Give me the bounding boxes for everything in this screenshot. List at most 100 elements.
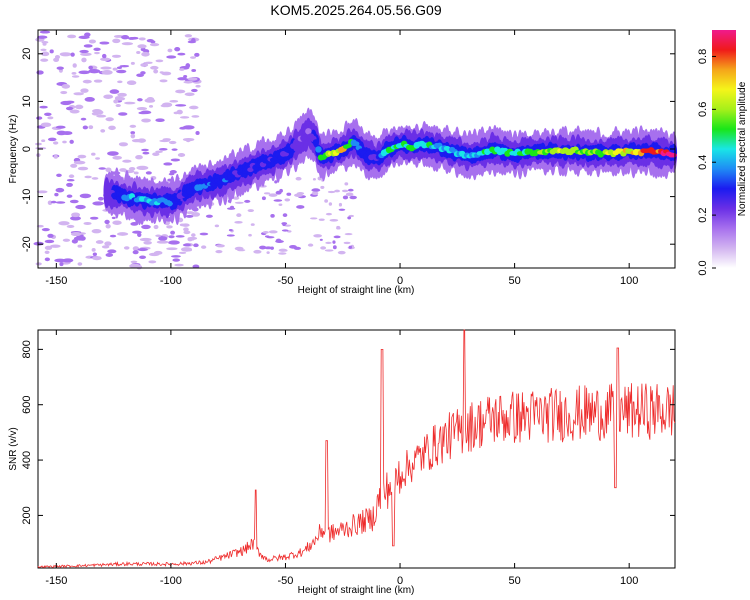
heatmap-cell (49, 244, 61, 248)
heatmap-cell (132, 250, 139, 255)
heatmap-cell (216, 180, 224, 185)
heatmap-cell (100, 66, 112, 70)
heatmap-cell (284, 198, 291, 202)
heatmap-cell (105, 253, 114, 257)
heatmap-cell (191, 115, 200, 118)
heatmap-cell (128, 166, 136, 171)
heatmap-cell (156, 240, 169, 244)
heatmap-cell (70, 231, 82, 237)
heatmap-cell (179, 116, 190, 119)
heatmap-cell (324, 199, 329, 203)
heatmap-cell (282, 151, 289, 157)
heatmap-cell (182, 125, 195, 130)
heatmap-cell (228, 229, 233, 232)
y-tick-label: 10 (21, 95, 33, 107)
colorbar-tick-label: 0.0 (697, 260, 709, 275)
heatmap-cell (82, 79, 92, 84)
heatmap-cell (195, 84, 201, 88)
heatmap-cell (75, 204, 86, 210)
spectrogram-y-axis: -20 -10 0 10 20 (21, 48, 675, 252)
x-tick-label: 50 (508, 575, 520, 587)
heatmap-cell (130, 133, 136, 139)
heatmap-cell (55, 187, 65, 193)
heatmap-cell (83, 222, 92, 225)
heatmap-cell (160, 104, 169, 108)
heatmap-cell (44, 112, 52, 116)
heatmap-cell (49, 49, 54, 54)
heatmap-cell (191, 88, 198, 93)
heatmap-cell (68, 174, 75, 178)
heatmap-cell (170, 230, 176, 235)
heatmap-cell (44, 250, 50, 254)
heatmap-cell (93, 79, 103, 83)
heatmap-cell (248, 233, 252, 237)
heatmap-cell (88, 68, 101, 74)
heatmap-cell (69, 139, 74, 144)
heatmap-cell (195, 131, 200, 136)
heatmap-cell (80, 52, 92, 56)
heatmap-cell (194, 52, 200, 57)
heatmap-cell (100, 129, 106, 133)
heatmap-cell (77, 154, 87, 159)
spectrogram-y-axis-label: Frequency (Hz) (8, 115, 19, 184)
heatmap-cell (40, 122, 52, 127)
heatmap-cell (325, 241, 332, 244)
heatmap-cell (132, 230, 142, 234)
heatmap-cell (139, 237, 152, 242)
heatmap-cell (116, 66, 123, 70)
heatmap-cell (168, 240, 180, 245)
heatmap-cell (136, 50, 141, 54)
heatmap-cell (163, 162, 173, 166)
heatmap-cell (347, 216, 352, 220)
heatmap-cell (268, 193, 278, 197)
heatmap-cell (99, 41, 110, 45)
heatmap-cell (168, 140, 177, 145)
heatmap-cell (342, 195, 349, 200)
heatmap-cell (133, 171, 139, 175)
heatmap-cell (289, 244, 297, 249)
heatmap-cell (313, 234, 323, 238)
heatmap-cell (130, 260, 138, 264)
heatmap-cell (201, 245, 207, 249)
heatmap-cell (332, 240, 336, 244)
y-tick-label: -10 (21, 189, 33, 205)
heatmap-cell (36, 116, 43, 120)
heatmap-cell (186, 211, 195, 215)
x-tick-label: 100 (620, 275, 638, 287)
heatmap-cell (130, 36, 139, 40)
heatmap-cell (92, 252, 97, 257)
heatmap-cell (155, 59, 164, 63)
heatmap-cell (155, 150, 163, 153)
heatmap-cell (282, 222, 286, 227)
heatmap-cell (320, 246, 327, 250)
heatmap-cell (278, 203, 283, 206)
heatmap-cell (305, 128, 312, 135)
heatmap-cell (307, 243, 314, 247)
heatmap-cell (175, 89, 186, 94)
heatmap-cell (244, 199, 251, 203)
heatmap-cell (312, 139, 320, 145)
heatmap-cell (344, 233, 353, 236)
heatmap-cell (205, 214, 213, 218)
heatmap-cell (53, 57, 60, 63)
heatmap-cell (167, 48, 173, 53)
heatmap-cell (77, 166, 89, 171)
heatmap-cell (113, 99, 119, 104)
heatmap-cell (226, 234, 235, 237)
heatmap-cell (155, 118, 165, 123)
heatmap-cell (312, 177, 316, 181)
heatmap-cell (146, 97, 155, 101)
heatmap-cell (53, 154, 58, 159)
heatmap-cell (214, 224, 220, 228)
heatmap-cell (71, 75, 80, 78)
heatmap-cell (109, 89, 120, 94)
heatmap-cell (124, 101, 136, 105)
heatmap-cell (135, 155, 143, 160)
heatmap-cell (268, 230, 278, 234)
heatmap-cell (117, 80, 123, 84)
heatmap-cell (36, 70, 44, 75)
heatmap-cell (670, 153, 678, 158)
heatmap-cell (115, 104, 121, 108)
heatmap-cell (59, 262, 64, 267)
